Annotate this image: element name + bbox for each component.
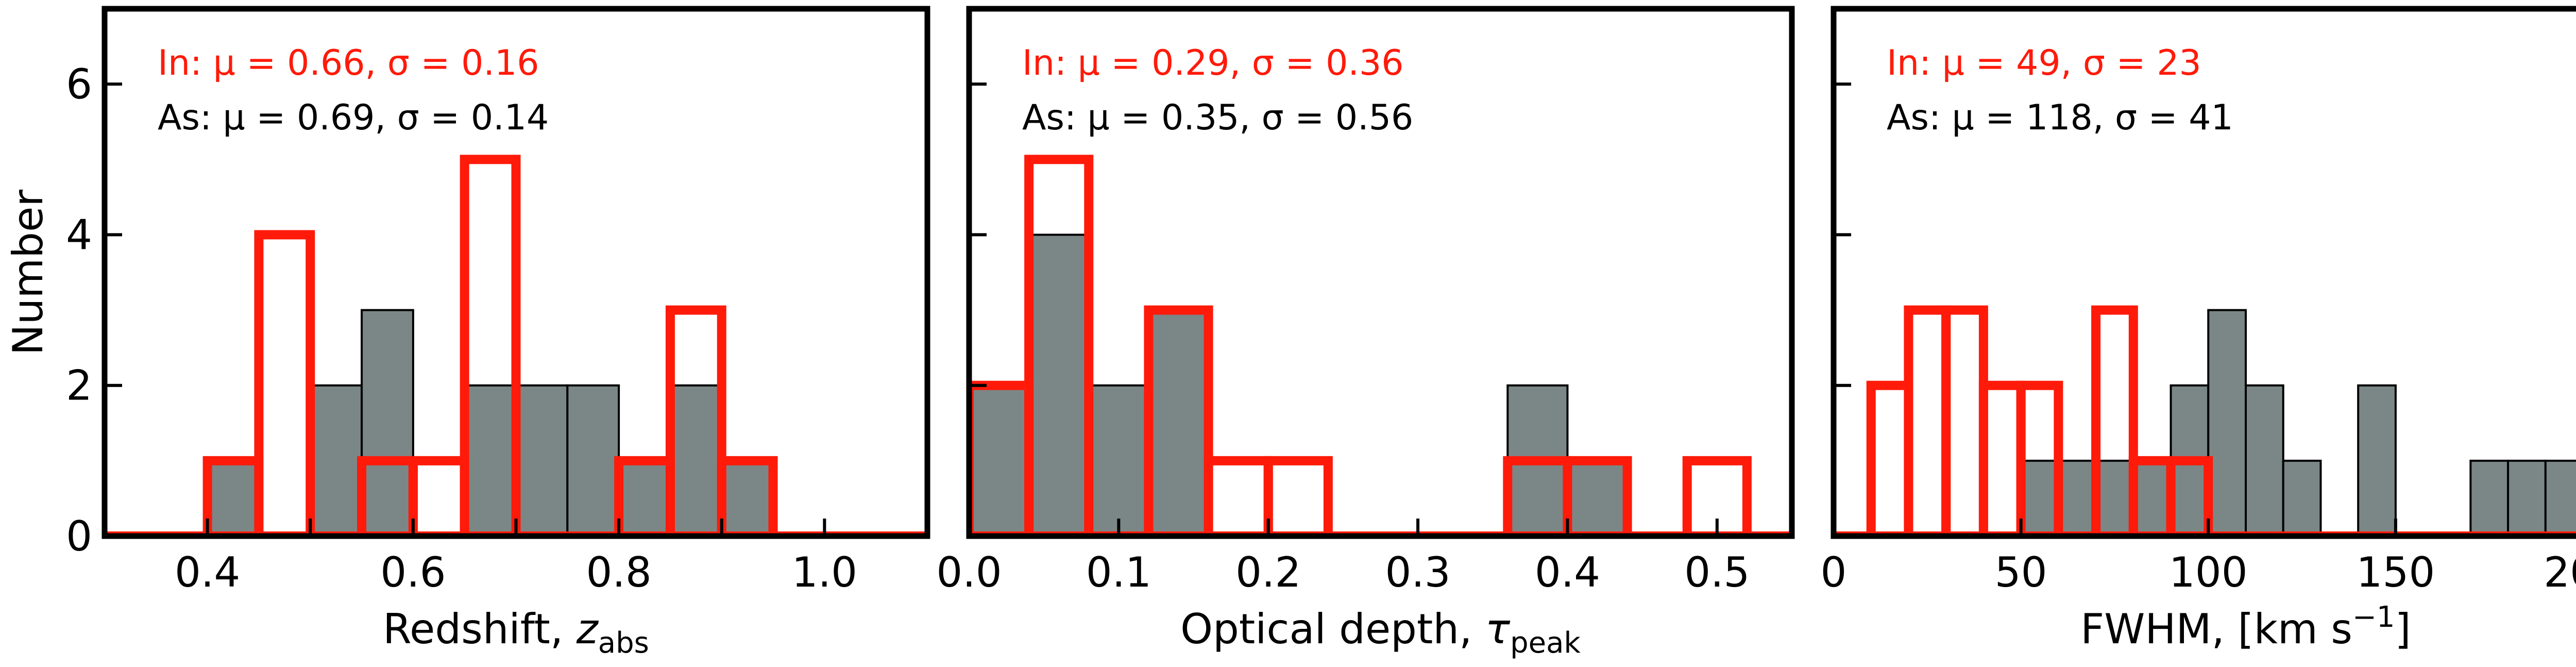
as-bar-8 [2357, 384, 2397, 536]
as-bar-1 [2057, 459, 2097, 536]
as-bar-2 [361, 309, 414, 536]
y-axis-label: Number [4, 190, 52, 355]
as-bar-8 [720, 459, 774, 536]
x-tick-label: 0 [1821, 548, 1847, 596]
as-bar-0 [2020, 459, 2060, 536]
stats-in: In: μ = 0.29, σ = 0.36 [1022, 43, 1404, 84]
x-tick-label: 0.2 [1235, 548, 1301, 596]
as-bar-0 [206, 459, 260, 536]
x-tick-label: 150 [2357, 548, 2435, 596]
in-bar-4 [460, 155, 521, 536]
as-bar-11 [2544, 459, 2576, 536]
x-tick-label: 0.8 [586, 548, 652, 596]
as-bar-9 [2469, 459, 2510, 536]
as-bar-7 [2282, 459, 2322, 536]
y-tick-label: 0 [66, 512, 92, 560]
x-tick-label: 0.3 [1385, 548, 1450, 596]
x-tick-label: 0.5 [1684, 548, 1750, 596]
in-bar-4 [2016, 380, 2063, 536]
plot-area [969, 155, 1792, 536]
in-bar-0 [1866, 380, 1913, 536]
x-tick-label: 100 [2169, 548, 2248, 596]
y-tick-label: 2 [66, 362, 92, 410]
as-bar-5 [1566, 459, 1629, 536]
as-bar-2 [1088, 384, 1150, 536]
as-bar-4 [515, 384, 569, 536]
stats-in: In: μ = 49, σ = 23 [1887, 43, 2201, 84]
as-bar-1 [309, 384, 363, 536]
x-tick-label: 50 [1995, 548, 2047, 596]
y-tick-label: 6 [66, 60, 92, 108]
in-bar-3 [1204, 456, 1273, 536]
stats-as: As: μ = 0.69, σ = 0.14 [158, 97, 549, 138]
x-tick-label: 0.1 [1086, 548, 1151, 596]
in-bar-1 [254, 230, 315, 536]
as-bar-6 [2245, 384, 2284, 536]
as-bar-3 [463, 384, 517, 536]
x-tick-label: 200 [2544, 548, 2576, 596]
as-bar-6 [618, 459, 671, 536]
x-tick-label: 0.0 [936, 548, 1002, 596]
x-axis-label: FWHM, [km s−1] [2080, 601, 2411, 653]
as-bar-7 [669, 384, 723, 536]
stats-in: In: μ = 0.66, σ = 0.16 [158, 43, 539, 84]
in-bar-3 [1978, 380, 2026, 536]
as-bar-5 [566, 384, 620, 536]
x-tick-label: 0.4 [175, 548, 240, 596]
as-bar-2 [2095, 459, 2134, 536]
x-tick-label: 0.4 [1535, 548, 1600, 596]
as-bar-3 [2132, 459, 2172, 536]
x-axis-label: Redshift, zabs [383, 605, 649, 660]
in-bar-1 [1904, 305, 1951, 536]
in-bar-2 [1941, 305, 1988, 536]
as-bar-0 [969, 384, 1030, 536]
axes-frame [1831, 6, 2576, 539]
in-bar-3 [408, 456, 469, 536]
x-tick-label: 1.0 [792, 548, 857, 596]
in-bar-4 [1263, 456, 1333, 536]
x-axis-label: Optical depth, τpeak [1180, 605, 1581, 660]
stats-as: As: μ = 0.35, σ = 0.56 [1022, 97, 1413, 138]
x-tick-label: 0.6 [380, 548, 446, 596]
as-bar-10 [2507, 459, 2547, 536]
stats-as: As: μ = 118, σ = 41 [1887, 97, 2233, 138]
axes-frame [966, 6, 1795, 539]
as-bar-1 [1028, 234, 1090, 536]
panel-1: 0.4 0.6 0.8 1.0 0 2 4 6 Redshift, zabs Number In: … [4, 6, 930, 660]
panel-3: 0 50 100 150 200 FWHM, [km s−1] In: μ = 49, σ … [1821, 6, 2576, 653]
y-tick-label: 4 [66, 211, 92, 259]
as-bar-3 [1147, 309, 1210, 536]
plot-area [105, 155, 927, 536]
as-bar-5 [2207, 309, 2247, 536]
in-bar-1 [1024, 155, 1094, 536]
plot-area [1834, 305, 2576, 536]
panel-2: 0.0 0.1 0.2 0.3 0.4 0.5 Optical depth, τpeak In… [936, 6, 1795, 660]
